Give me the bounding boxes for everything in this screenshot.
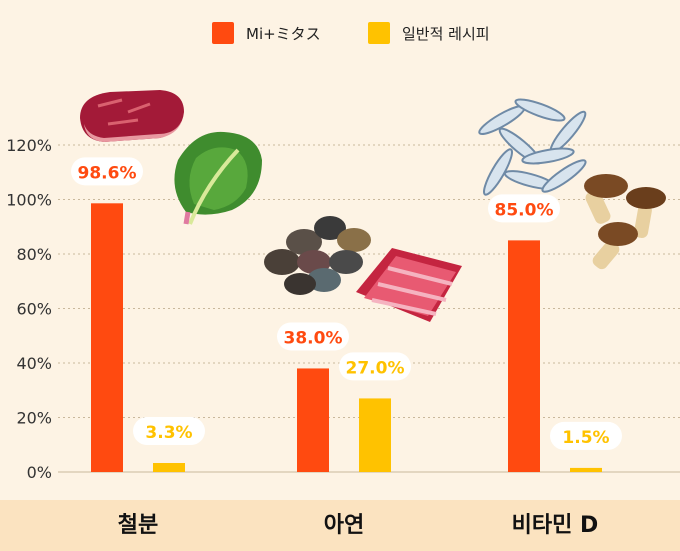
data-label-bubble bbox=[71, 157, 143, 186]
sardines-icon bbox=[478, 98, 587, 196]
bar bbox=[508, 240, 540, 472]
x-tick-label: 철분 bbox=[118, 513, 158, 538]
data-label: 1.5% bbox=[562, 428, 609, 448]
data-label-bubble bbox=[550, 421, 622, 450]
mushrooms-icon bbox=[584, 174, 666, 270]
data-label-bubble bbox=[277, 322, 349, 351]
legend-swatch-yellow bbox=[368, 22, 390, 44]
bar bbox=[91, 203, 123, 472]
data-labels: 98.6% 3.3% 38.0%27.0% 85.0% 1.5% bbox=[71, 157, 622, 450]
x-tick-label: 비타민 D bbox=[512, 513, 599, 538]
y-tick-label: 120% bbox=[6, 136, 52, 155]
bar bbox=[359, 398, 391, 472]
bars bbox=[91, 203, 602, 472]
legend-item-general-recipe: 일반적 레시피 bbox=[368, 18, 490, 48]
y-tick-label: 0% bbox=[27, 463, 52, 482]
y-axis: 0% 20% 40% 60% 80% 100% 120% bbox=[6, 136, 52, 482]
data-label: 38.0% bbox=[284, 328, 343, 348]
y-tick-label: 80% bbox=[16, 245, 52, 264]
data-label: 98.6% bbox=[78, 163, 137, 183]
data-label: 27.0% bbox=[346, 358, 405, 378]
beef-icon bbox=[80, 90, 184, 142]
data-label: 85.0% bbox=[495, 200, 554, 220]
axis-band bbox=[0, 500, 680, 551]
x-tick-label: 아연 bbox=[324, 513, 364, 538]
bar bbox=[153, 463, 185, 472]
x-axis: 철분 아연 비타민 D bbox=[118, 513, 599, 538]
bar bbox=[297, 368, 329, 472]
y-tick-label: 20% bbox=[16, 409, 52, 428]
legend-swatch-orange bbox=[212, 22, 234, 44]
y-tick-label: 40% bbox=[16, 354, 52, 373]
legend-item-mi-mitas: Mi+ミタス bbox=[212, 18, 321, 48]
data-label: 3.3% bbox=[145, 423, 192, 443]
clams-icon bbox=[264, 216, 371, 295]
data-label-bubble bbox=[133, 417, 205, 446]
data-label-bubble bbox=[339, 352, 411, 381]
meat-slices-icon bbox=[356, 248, 462, 322]
legend-label: 일반적 레시피 bbox=[402, 24, 490, 43]
bar bbox=[570, 467, 602, 472]
legend-label: Mi+ミタス bbox=[246, 24, 321, 43]
legend: Mi+ミタス 일반적 레시피 bbox=[0, 18, 680, 48]
y-tick-label: 100% bbox=[6, 191, 52, 210]
y-tick-label: 60% bbox=[16, 300, 52, 319]
data-label-bubble bbox=[488, 194, 560, 223]
lettuce-icon bbox=[174, 131, 262, 225]
